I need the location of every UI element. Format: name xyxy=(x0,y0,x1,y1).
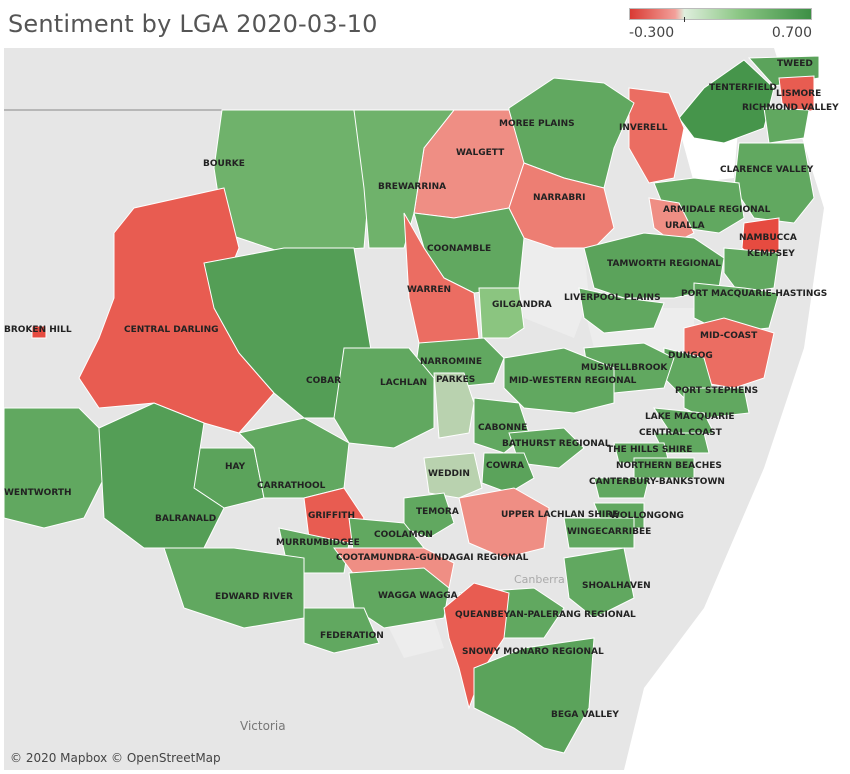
lga-label-lismore: LISMORE xyxy=(776,89,821,99)
lga-label-brewarrina: BREWARRINA xyxy=(378,182,446,192)
lga-label-queanbeyan-palerang-regional: QUEANBEYAN-PALERANG REGIONAL xyxy=(455,610,636,620)
lga-label-federation: FEDERATION xyxy=(320,631,384,641)
lga-label-narromine: NARROMINE xyxy=(420,357,482,367)
lga-region-lake-macquarie[interactable] xyxy=(652,407,715,439)
lga-label-dungog: DUNGOG xyxy=(668,351,713,361)
lga-label-balranald: BALRANALD xyxy=(155,514,216,524)
lga-label-parkes: PARKES xyxy=(436,375,475,385)
lga-region-bourke[interactable] xyxy=(213,109,370,254)
lga-region-bega-valley[interactable] xyxy=(473,637,595,754)
lga-label-mid-coast: MID-COAST xyxy=(700,331,758,341)
lga-label-wingecarribee: WINGECARRIBEE xyxy=(567,527,651,537)
lga-label-temora: TEMORA xyxy=(416,507,459,517)
lga-region-wentworth[interactable] xyxy=(4,407,105,529)
lga-label-richmond-valley: RICHMOND VALLEY xyxy=(742,103,839,113)
lga-label-wentworth: WENTWORTH xyxy=(4,488,72,498)
lga-label-nambucca: NAMBUCCA xyxy=(739,233,797,243)
lga-region-northern-beaches[interactable] xyxy=(633,457,695,479)
lga-label-hay: HAY xyxy=(225,462,246,472)
lga-region-inverell[interactable] xyxy=(628,87,685,184)
lga-region-weddin[interactable] xyxy=(423,452,483,499)
lga-label-port-stephens: PORT STEPHENS xyxy=(675,386,758,396)
lga-label-warren: WARREN xyxy=(407,285,451,295)
lga-region-upper-lachlan-shire[interactable] xyxy=(458,487,550,559)
basemap-label-canberra: Canberra xyxy=(514,573,565,586)
lga-label-central-darling: CENTRAL DARLING xyxy=(124,325,219,335)
lga-label-lachlan: LACHLAN xyxy=(380,378,427,388)
lga-label-cowra: COWRA xyxy=(486,461,524,471)
legend-max-label: 0.700 xyxy=(771,25,812,41)
lga-label-coolamon: COOLAMON xyxy=(374,530,433,540)
lga-label-shoalhaven: SHOALHAVEN xyxy=(582,581,651,591)
ocean xyxy=(624,48,850,770)
lga-label-mid-western-regional: MID-WESTERN REGIONAL xyxy=(509,376,637,386)
lga-region-balranald[interactable] xyxy=(98,402,225,549)
lga-label-coonamble: COONAMBLE xyxy=(427,244,491,254)
lga-label-upper-lachlan-shire: UPPER LACHLAN SHIRE xyxy=(501,510,618,520)
lga-label-carrathool: CARRATHOOL xyxy=(257,481,326,491)
lga-region-wingecarribee[interactable] xyxy=(563,517,635,549)
lga-label-the-hills-shire: THE HILLS SHIRE xyxy=(607,445,692,455)
lga-label-port-macquarie-hastings: PORT MACQUARIE-HASTINGS xyxy=(681,289,827,299)
lga-label-broken-hill: BROKEN HILL xyxy=(4,325,72,335)
lga-label-muswellbrook: MUSWELLBROOK xyxy=(581,363,668,373)
lga-label-wollongong: WOLLONGONG xyxy=(610,511,684,521)
lga-region-federation[interactable] xyxy=(303,607,380,654)
lga-label-cabonne: CABONNE xyxy=(478,423,527,433)
lga-regions[interactable] xyxy=(4,55,820,754)
lga-label-tamworth-regional: TAMWORTH REGIONAL xyxy=(607,259,721,269)
lga-region-parkes[interactable] xyxy=(433,372,475,439)
lga-label-tenterfield: TENTERFIELD xyxy=(709,83,777,93)
basemap-label-victoria: Victoria xyxy=(240,719,286,733)
lga-region-lachlan[interactable] xyxy=(333,347,435,449)
lga-label-cobar: COBAR xyxy=(306,376,341,386)
lga-label-edward-river: EDWARD RIVER xyxy=(215,592,293,602)
lga-label-clarence-valley: CLARENCE VALLEY xyxy=(720,165,814,175)
lga-region-cowra[interactable] xyxy=(481,452,535,494)
lga-label-central-coast: CENTRAL COAST xyxy=(639,428,723,438)
lga-label-inverell: INVERELL xyxy=(619,123,668,133)
unmapped-area-north xyxy=(509,238,589,338)
lga-label-walgett: WALGETT xyxy=(456,148,505,158)
legend-gradient-bar xyxy=(629,8,812,20)
lga-label-narrabri: NARRABRI xyxy=(533,193,585,203)
lga-region-port-stephens[interactable] xyxy=(683,387,750,419)
lga-label-griffith: GRIFFITH xyxy=(308,511,355,521)
lga-label-gilgandra: GILGANDRA xyxy=(492,300,552,310)
lga-label-canterbury-bankstown: CANTERBURY-BANKSTOWN xyxy=(589,477,725,487)
lga-label-bathurst-regional: BATHURST REGIONAL xyxy=(502,439,611,449)
lga-region-shoalhaven[interactable] xyxy=(563,547,635,619)
lga-label-weddin: WEDDIN xyxy=(428,469,470,479)
lga-label-kempsey: KEMPSEY xyxy=(747,249,795,259)
map-attribution[interactable]: © 2020 Mapbox © OpenStreetMap xyxy=(10,751,221,765)
lga-label-murrumbidgee: MURRUMBIDGEE xyxy=(276,538,360,548)
legend-min-label: -0.300 xyxy=(629,25,675,41)
lga-label-cootamundra-gundagai-regional: COOTAMUNDRA-GUNDAGAI REGIONAL xyxy=(336,553,529,563)
lga-region-canterbury-bankstown[interactable] xyxy=(593,477,650,499)
lga-region-liverpool-plains[interactable] xyxy=(578,287,665,334)
map-area[interactable]: TWEED LISMORE TENTERFIELD RICHMOND VALLEY IN… xyxy=(4,48,850,770)
lga-label-liverpool-plains: LIVERPOOL PLAINS xyxy=(564,293,661,303)
map-title: Sentiment by LGA 2020-03-10 xyxy=(8,10,378,38)
lga-label-bega-valley: BEGA VALLEY xyxy=(551,710,619,720)
lga-label-lake-macquarie: LAKE MACQUARIE xyxy=(645,412,735,422)
unmapped-area-south xyxy=(384,618,444,658)
lga-region-mid-western-regional[interactable] xyxy=(503,347,615,414)
lga-label-bourke: BOURKE xyxy=(203,159,245,169)
lga-label-northern-beaches: NORTHERN BEACHES xyxy=(616,461,722,471)
lga-label-moree-plains: MOREE PLAINS xyxy=(499,119,575,129)
lga-label-tweed: TWEED xyxy=(777,59,813,69)
lga-region-gilgandra[interactable] xyxy=(478,287,525,339)
legend-zero-tick xyxy=(684,17,685,22)
color-legend[interactable]: -0.300 0.700 xyxy=(629,8,812,41)
lga-region-broken-hill[interactable] xyxy=(31,325,47,339)
lga-label-uralla: URALLA xyxy=(665,221,705,231)
lga-label-snowy-monaro-regional: SNOWY MONARO REGIONAL xyxy=(462,647,604,657)
lga-label-wagga-wagga: WAGGA WAGGA xyxy=(378,591,458,601)
lga-region-richmond-valley[interactable] xyxy=(763,107,810,144)
lga-label-armidale-regional: ARMIDALE REGIONAL xyxy=(663,205,771,215)
